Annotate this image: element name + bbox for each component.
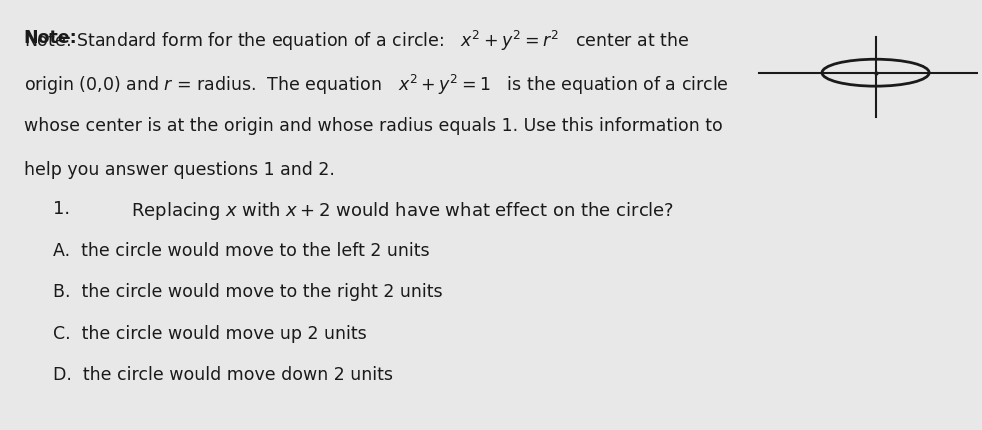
Text: A.  the circle would move to the left 2 units: A. the circle would move to the left 2 u…: [53, 242, 429, 260]
Text: C.  the circle would move up 2 units: C. the circle would move up 2 units: [53, 325, 366, 343]
Text: whose center is at the origin and whose radius equals 1. Use this information to: whose center is at the origin and whose …: [24, 117, 723, 135]
Text: origin (0,0) and $r$ = radius.  The equation   $x^2 + y^2 = 1$   is the equation: origin (0,0) and $r$ = radius. The equat…: [24, 73, 729, 97]
Text: help you answer questions 1 and 2.: help you answer questions 1 and 2.: [24, 161, 335, 179]
Text: Note: Standard form for the equation of a circle:   $x^2 + y^2 = r^2$   center a: Note: Standard form for the equation of …: [24, 29, 688, 53]
Text: Replacing $x$ with $x + 2$ would have what effect on the circle?: Replacing $x$ with $x + 2$ would have wh…: [131, 200, 674, 222]
Text: D.  the circle would move down 2 units: D. the circle would move down 2 units: [53, 366, 393, 384]
Text: B.  the circle would move to the right 2 units: B. the circle would move to the right 2 …: [53, 283, 443, 301]
Text: Note:: Note:: [24, 29, 78, 46]
Text: 1.: 1.: [53, 200, 70, 218]
